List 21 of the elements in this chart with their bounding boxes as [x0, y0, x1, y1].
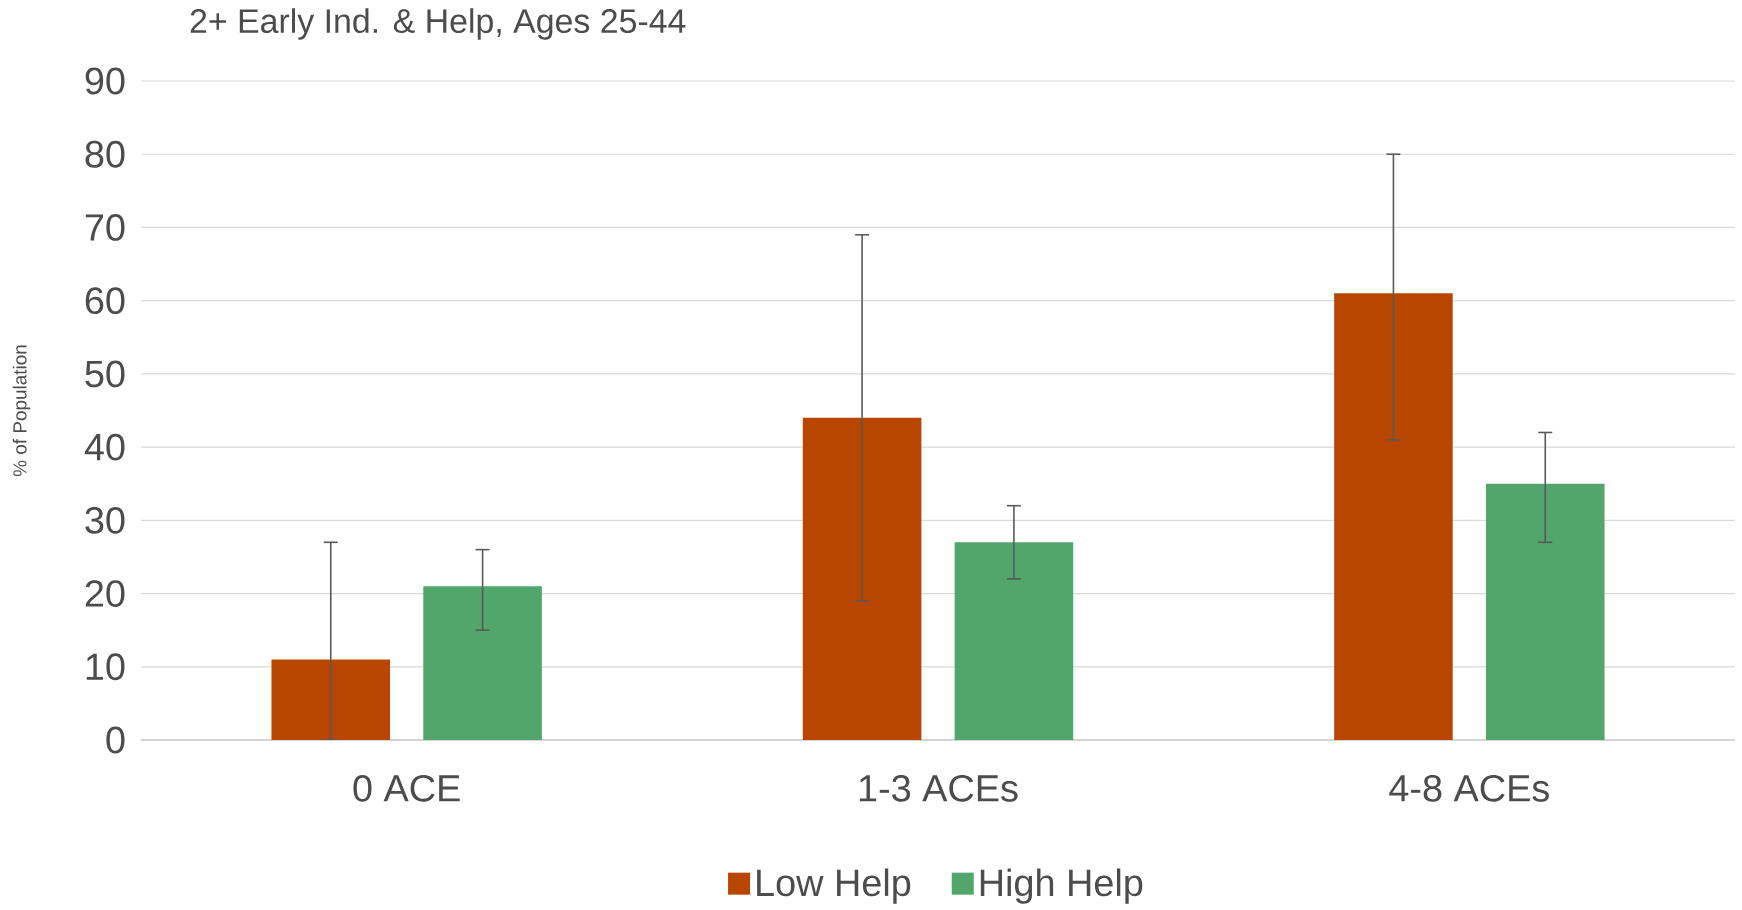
y-tick-label: 60 [85, 287, 125, 315]
y-tick-label: 50 [85, 360, 125, 388]
y-tick-label: 0 [106, 726, 125, 754]
chart-title: 2+ Early Ind. & Help, Ages 25-44 [190, 8, 686, 40]
y-axis-title: % of Population [12, 345, 31, 477]
bar [1334, 293, 1453, 740]
x-tick-label: 4-8 ACEs [1389, 774, 1549, 802]
bar [954, 542, 1074, 740]
y-tick-label: 90 [85, 67, 125, 95]
bar [1485, 483, 1605, 740]
x-tick-label: 1-3 ACEs [859, 774, 1018, 802]
bar [423, 586, 542, 740]
y-tick-label: 10 [86, 653, 125, 681]
y-tick-label: 20 [85, 580, 125, 607]
y-tick-label: 70 [85, 214, 125, 241]
y-tick-label: 30 [85, 506, 125, 534]
x-tick-label: 0 ACE [353, 774, 460, 802]
y-tick-label: 80 [85, 140, 125, 168]
legend-label: High Help [980, 868, 1143, 904]
legend-label: Low Help [757, 868, 911, 904]
y-tick-label: 40 [84, 433, 125, 461]
